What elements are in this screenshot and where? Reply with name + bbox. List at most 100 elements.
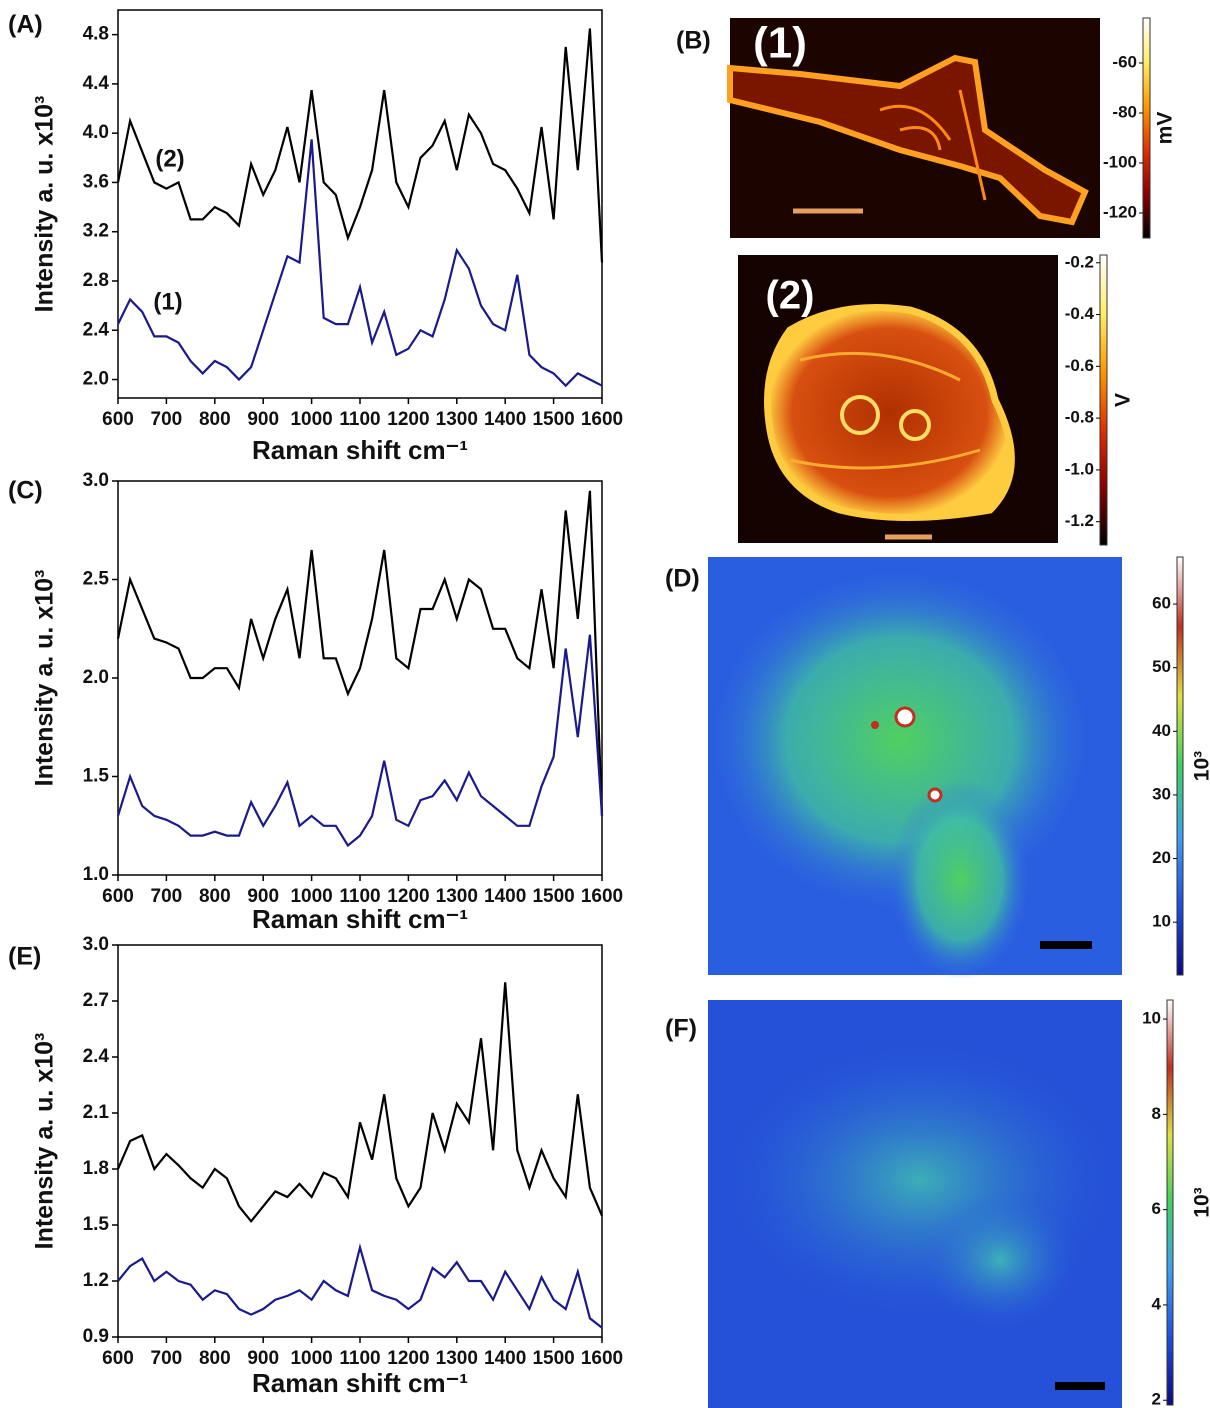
x-tick-label: 1500 — [532, 886, 574, 907]
x-tick-label: 1600 — [581, 1348, 623, 1369]
colorbar-tick-label: -0.2 — [1065, 252, 1094, 271]
x-tick-label: 600 — [102, 409, 134, 430]
x-tick-label: 1400 — [484, 1348, 526, 1369]
x-tick-label: 1100 — [339, 886, 380, 907]
panel-label: (C) — [8, 477, 43, 505]
colorbar-tick-label: 6 — [1152, 1199, 1161, 1218]
colorbar-tick-label: -100 — [1103, 152, 1137, 171]
spectrum-line — [116, 28, 604, 263]
y-tick-label: 1.8 — [83, 1158, 109, 1179]
panel-label: (A) — [8, 11, 43, 39]
panel-label: (B) — [676, 27, 711, 55]
colorbar-tick-label: 10 — [1152, 912, 1171, 931]
x-tick-label: 800 — [199, 886, 231, 907]
y-tick-label: 4.0 — [83, 122, 109, 143]
y-tick-label: 0.9 — [83, 1326, 109, 1347]
x-tick-label: 1100 — [339, 409, 380, 430]
x-tick-label: 1000 — [290, 1348, 332, 1369]
y-tick-label: 3.6 — [83, 171, 109, 192]
colorbar-tick-label: 60 — [1152, 594, 1171, 613]
colorbar — [1176, 556, 1184, 976]
y-tick-label: 2.0 — [83, 369, 109, 390]
colorbar-unit: 10³ — [1191, 1187, 1210, 1217]
y-tick-label: 1.2 — [83, 1270, 109, 1291]
colorbar-tick-label: 8 — [1152, 1104, 1161, 1123]
y-tick-label: 4.4 — [83, 73, 110, 94]
panel-label: (F) — [665, 1015, 697, 1043]
x-tick-label: 1500 — [532, 1348, 574, 1369]
panel-label: (D) — [665, 565, 700, 593]
y-axis-title: Intensity a. u. x10³ — [31, 1033, 59, 1250]
y-tick-label: 2.0 — [83, 667, 109, 688]
x-tick-label: 1100 — [339, 1348, 380, 1369]
x-tick-label: 1300 — [436, 409, 478, 430]
colorbar-tick-label: -120 — [1103, 202, 1137, 221]
x-tick-label: 1200 — [387, 886, 429, 907]
y-tick-label: 2.8 — [83, 270, 109, 291]
x-tick-label: 900 — [247, 886, 279, 907]
y-axis-title: Intensity a. u. x10³ — [31, 96, 59, 313]
colorbar-tick-label: -0.6 — [1065, 356, 1094, 375]
colorbar-tick-label: 50 — [1152, 657, 1171, 676]
x-tick-label: 1300 — [436, 1348, 478, 1369]
x-tick-label: 600 — [102, 1348, 134, 1369]
raman-map-f — [708, 1000, 1122, 1408]
x-tick-label: 1000 — [290, 409, 332, 430]
colorbar-tick-label: 4 — [1152, 1294, 1162, 1313]
x-tick-label: 1500 — [532, 409, 574, 430]
colorbar — [1099, 254, 1108, 546]
x-tick-label: 1300 — [436, 886, 478, 907]
x-tick-label: 900 — [247, 1348, 279, 1369]
x-tick-label: 900 — [247, 409, 279, 430]
x-tick-label: 800 — [199, 1348, 231, 1369]
series-label: (2) — [155, 145, 184, 172]
x-tick-label: 1600 — [581, 886, 623, 907]
colorbar-tick-label: 40 — [1152, 721, 1171, 740]
colorbar-tick-label: 2 — [1152, 1390, 1161, 1408]
y-tick-label: 1.5 — [83, 766, 110, 787]
x-axis-title: Raman shift cm⁻¹ — [252, 1368, 468, 1398]
colorbar — [1166, 999, 1174, 1406]
x-tick-label: 800 — [199, 409, 231, 430]
y-tick-label: 3.2 — [83, 221, 109, 242]
y-tick-label: 4.8 — [83, 24, 109, 45]
x-axis-title: Raman shift cm⁻¹ — [252, 435, 468, 465]
colorbar-tick-label: -1.2 — [1065, 511, 1094, 530]
colorbar-unit: 10³ — [1191, 751, 1210, 781]
y-tick-label: 1.0 — [83, 864, 109, 885]
raman-map-d — [708, 557, 1122, 980]
spectrum-line — [117, 139, 603, 388]
colorbar-tick-label: -80 — [1112, 102, 1137, 121]
panel-label: (E) — [8, 943, 41, 971]
image-label: (2) — [766, 274, 815, 318]
x-tick-label: 1400 — [484, 886, 526, 907]
y-tick-label: 2.4 — [83, 319, 110, 340]
y-tick-label: 2.7 — [83, 990, 109, 1011]
colorbar-tick-label: 30 — [1152, 784, 1171, 803]
x-tick-label: 1200 — [387, 1348, 429, 1369]
colorbar-tick-label: -0.4 — [1065, 304, 1095, 323]
afm-image-2 — [738, 255, 1058, 543]
colorbar-tick-label: -60 — [1112, 52, 1137, 71]
y-tick-label: 2.1 — [83, 1102, 110, 1123]
plot-frame — [117, 944, 603, 1338]
x-tick-label: 600 — [102, 886, 134, 907]
x-tick-label: 1200 — [387, 409, 429, 430]
colorbar-unit: V — [1112, 393, 1135, 407]
y-tick-label: 2.5 — [83, 569, 110, 590]
y-tick-label: 1.5 — [83, 1214, 110, 1235]
spectrum-line — [117, 1243, 603, 1329]
colorbar-tick-label: -0.8 — [1065, 408, 1094, 427]
y-tick-label: 2.4 — [83, 1046, 110, 1067]
x-tick-label: 1400 — [484, 409, 526, 430]
y-axis-title: Intensity a. u. x10³ — [31, 570, 59, 787]
x-tick-label: 700 — [151, 1348, 183, 1369]
y-tick-label: 3.0 — [83, 934, 109, 955]
x-tick-label: 700 — [151, 409, 183, 430]
afm-image-1 — [727, 18, 1100, 238]
x-tick-label: 700 — [151, 886, 183, 907]
series-label: (1) — [153, 288, 182, 315]
y-tick-label: 3.0 — [83, 470, 109, 491]
x-tick-label: 1000 — [290, 886, 332, 907]
